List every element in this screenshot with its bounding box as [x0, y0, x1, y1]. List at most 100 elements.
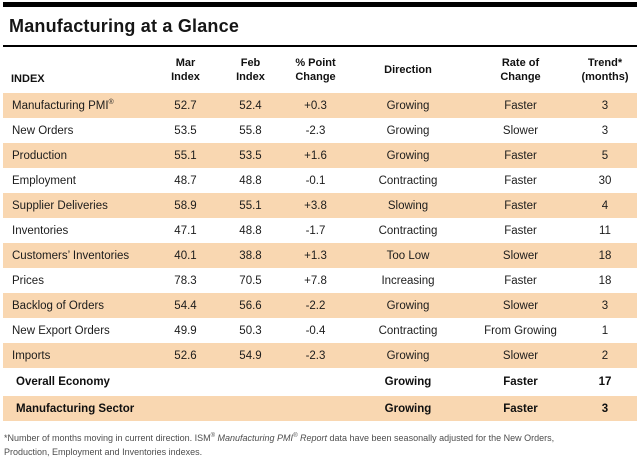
- cell-point-change: -0.4: [305, 324, 326, 337]
- table-row: New Orders 53.5 55.8 -2.3 Growing Slower…: [3, 118, 637, 143]
- cell-point-change: +0.3: [304, 99, 327, 112]
- cell-trend: 30: [598, 174, 612, 187]
- cell-trend: 3: [601, 99, 609, 112]
- footnote-text: data have been seasonally adjusted for t…: [327, 433, 555, 443]
- footnote-text: *Number of months moving in current dire…: [4, 433, 211, 443]
- cell-mar-index: 58.9: [174, 199, 197, 212]
- header-line: Change: [500, 71, 541, 83]
- table-row-overall-economy: Overall Economy Growing Faster 17: [3, 368, 637, 396]
- col-header-index: INDEX: [11, 72, 45, 85]
- cell-mar-index: 47.1: [174, 224, 197, 237]
- footnote-italic-text: Report: [297, 433, 327, 443]
- table-row: Backlog of Orders 54.4 56.6 -2.2 Growing…: [3, 293, 637, 318]
- cell-point-change: +3.8: [304, 199, 327, 212]
- header-line: Mar: [175, 56, 196, 69]
- cell-trend: 3: [601, 124, 609, 137]
- cell-trend: 1: [601, 324, 609, 337]
- cell-index: Manufacturing PMI®: [3, 93, 153, 118]
- cell-trend: 18: [598, 274, 612, 287]
- cell-trend: 17: [598, 376, 612, 388]
- cell-trend: 11: [599, 224, 611, 237]
- cell-rate-of-change: Faster: [503, 376, 538, 388]
- cell-mar-index: 78.3: [174, 274, 197, 287]
- cell-index: New Export Orders: [12, 324, 110, 337]
- cell-feb-index: 55.8: [239, 124, 262, 137]
- cell-trend: 2: [601, 349, 609, 362]
- cell-feb-index: 50.3: [239, 324, 262, 337]
- cell-index: Customers’ Inventories: [12, 249, 130, 262]
- header-line: Index: [236, 71, 265, 83]
- cell-rate-of-change: Faster: [504, 224, 537, 237]
- cell-feb-index: 38.8: [239, 249, 262, 262]
- index-label: Manufacturing PMI: [12, 99, 109, 112]
- col-header-trend-months: Trend* (months): [573, 47, 637, 93]
- cell-rate-of-change: Faster: [503, 402, 538, 415]
- table-row: Customers’ Inventories 40.1 38.8 +1.3 To…: [3, 243, 637, 268]
- cell-direction: Contracting: [378, 224, 438, 237]
- table-row: Imports 52.6 54.9 -2.3 Growing Slower 2: [3, 343, 637, 368]
- cell-direction: Growing: [386, 299, 430, 312]
- registered-mark: ®: [108, 98, 114, 106]
- header-line: Feb: [240, 56, 261, 69]
- cell-rate-of-change: Faster: [504, 274, 537, 287]
- cell-point-change: -2.2: [305, 299, 326, 312]
- cell-mar-index: 52.6: [174, 349, 197, 362]
- cell-point-change: -1.7: [305, 224, 326, 237]
- cell-index: Inventories: [12, 224, 69, 237]
- cell-feb-index: 55.1: [239, 199, 262, 212]
- table-row: Prices 78.3 70.5 +7.8 Increasing Faster …: [3, 268, 637, 293]
- cell-feb-index: 48.8: [239, 174, 262, 187]
- cell-trend: 3: [601, 299, 609, 312]
- cell-direction: Growing: [386, 349, 430, 362]
- cell-trend: 3: [601, 402, 609, 415]
- header-line: (months): [581, 71, 629, 83]
- footnote-italic-text: Manufacturing PMI: [215, 433, 294, 443]
- col-header-rate-of-change: Rate of Change: [468, 47, 573, 93]
- top-rule-bar: [3, 2, 637, 7]
- cell-direction: Contracting: [378, 174, 438, 187]
- cell-mar-index: [153, 396, 218, 421]
- cell-point-change: +7.8: [304, 274, 327, 287]
- cell-feb-index: 52.4: [239, 99, 262, 112]
- cell-index: Backlog of Orders: [12, 299, 105, 312]
- cell-index: Overall Economy: [16, 376, 110, 388]
- cell-rate-of-change: Faster: [504, 149, 537, 162]
- cell-feb-index: 48.8: [239, 224, 262, 237]
- cell-point-change: [283, 396, 348, 421]
- cell-point-change: +1.6: [304, 149, 327, 162]
- cell-mar-index: 55.1: [174, 149, 197, 162]
- table-row: Inventories 47.1 48.8 -1.7 Contracting F…: [3, 218, 637, 243]
- cell-direction: Growing: [386, 149, 430, 162]
- cell-direction: Growing: [384, 376, 432, 388]
- cell-trend: 4: [601, 199, 609, 212]
- table-row: Manufacturing PMI® 52.7 52.4 +0.3 Growin…: [3, 93, 637, 118]
- cell-feb-index: 53.5: [239, 149, 262, 162]
- registered-mark: ®: [210, 433, 216, 439]
- col-header-point-change: % Point Change: [283, 47, 348, 93]
- header-row: INDEX Mar Index Feb Index % Point Change…: [3, 47, 637, 93]
- cell-index: Employment: [12, 174, 76, 187]
- cell-direction: Growing: [384, 402, 432, 415]
- cell-direction: Increasing: [381, 274, 435, 287]
- cell-mar-index: 49.9: [174, 324, 197, 337]
- table-row: New Export Orders 49.9 50.3 -0.4 Contrac…: [3, 318, 637, 343]
- cell-point-change: -0.1: [305, 174, 326, 187]
- cell-mar-index: 48.7: [174, 174, 197, 187]
- cell-rate-of-change: Faster: [504, 99, 537, 112]
- cell-point-change: +1.3: [304, 249, 327, 262]
- col-header-feb-index: Feb Index: [218, 47, 283, 93]
- cell-rate-of-change: Slower: [502, 299, 539, 312]
- cell-mar-index: 54.4: [174, 299, 197, 312]
- header-line: Index: [171, 71, 200, 83]
- cell-feb-index: [218, 396, 283, 421]
- col-header-direction: Direction: [384, 63, 432, 76]
- registered-mark: ®: [293, 433, 298, 439]
- cell-index: Prices: [12, 274, 44, 287]
- page-title: Manufacturing at a Glance: [9, 16, 240, 36]
- cell-rate-of-change: Slower: [502, 349, 539, 362]
- cell-trend: 18: [598, 249, 612, 262]
- cell-direction: Contracting: [378, 324, 438, 337]
- table-row-manufacturing-sector: Manufacturing Sector Growing Faster 3: [3, 396, 637, 421]
- title-divider: [3, 45, 637, 47]
